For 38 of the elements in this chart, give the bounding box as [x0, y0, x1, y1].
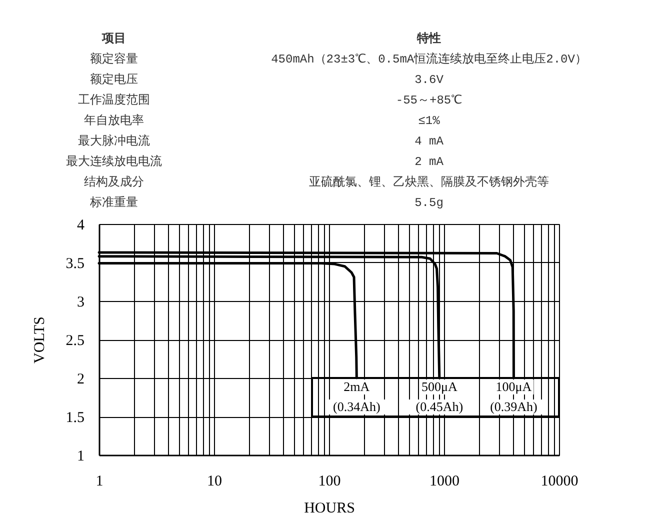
text: 特性 — [416, 31, 441, 46]
text: 2 mA — [414, 155, 444, 169]
x-tick-label: 1 — [96, 474, 104, 490]
text: 3.6V — [414, 73, 444, 87]
series-label: 2mA — [344, 379, 370, 394]
y-tick-label: 4 — [77, 218, 85, 234]
text: 结构及成分 — [84, 176, 144, 190]
x-tick-label: 1000 — [430, 474, 460, 490]
text: 额定容量 — [90, 52, 138, 66]
annotation: (0.34Ah) — [333, 399, 380, 414]
x-tick-label: 10 — [207, 474, 222, 490]
annotation: (0.39Ah) — [490, 399, 538, 414]
x-tick-label: 100 — [318, 474, 341, 490]
text: 450mAh（23±3℃、0.5mA恒流连续放电至终止电压2.0V） — [271, 52, 587, 66]
x-tick-label: 10000 — [540, 474, 578, 490]
text: 最大连续放电电流 — [66, 154, 162, 169]
y-tick-label: 2.5 — [66, 333, 84, 349]
text: 工作温度范围 — [78, 92, 150, 108]
y-tick-label: 2 — [77, 372, 84, 388]
text: 4 mA — [414, 134, 444, 148]
series-label: 500μA — [421, 379, 458, 394]
text: -55～+85℃ — [396, 94, 462, 108]
text: 最大脉冲电流 — [78, 134, 150, 148]
x-axis-title: HOURS — [304, 500, 355, 516]
y-tick-label: 3.5 — [66, 256, 84, 272]
y-axis-title: VOLTS — [32, 316, 48, 364]
y-tick-label: 1.5 — [66, 410, 84, 426]
text: 项目 — [101, 32, 126, 46]
text: 5.5g — [414, 196, 444, 210]
y-tick-label: 1 — [77, 448, 84, 464]
text: 标准重量 — [89, 196, 138, 210]
series-label: 100μA — [496, 379, 532, 394]
annotation: (0.45Ah) — [416, 399, 464, 414]
text: 亚硫酰氯、锂、乙炔黑、隔膜及不锈钢外壳等 — [309, 174, 549, 190]
text: ≤1% — [418, 114, 441, 128]
y-tick-label: 3 — [77, 294, 84, 310]
text: 年自放电率 — [84, 113, 144, 128]
text: 额定电压 — [90, 72, 138, 87]
